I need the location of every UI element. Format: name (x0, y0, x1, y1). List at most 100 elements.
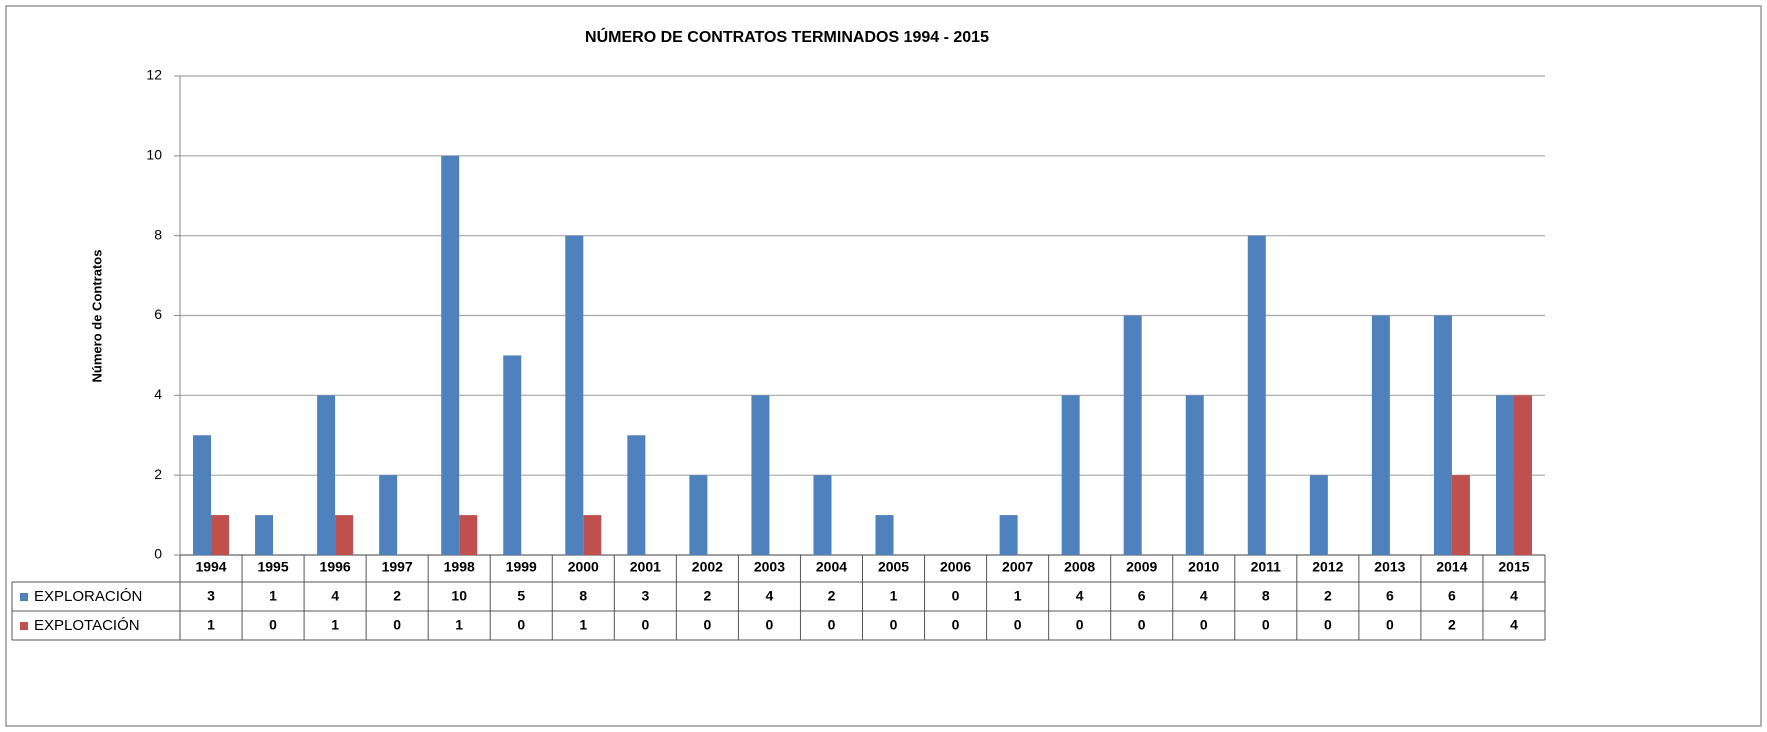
table-value: 1 (455, 617, 463, 633)
x-tick-label: 1998 (444, 559, 475, 575)
table-value: 0 (766, 617, 774, 633)
table-value: 0 (1262, 617, 1270, 633)
table-value: 0 (828, 617, 836, 633)
table-value: 4 (1510, 617, 1518, 633)
x-tick-label: 1996 (320, 559, 351, 575)
bar (1247, 235, 1266, 555)
bar (1123, 315, 1142, 555)
legend-swatch (20, 593, 28, 601)
x-tick-label: 2006 (940, 559, 971, 575)
bar (1309, 475, 1328, 555)
bar (1451, 475, 1470, 555)
table-value: 5 (517, 588, 525, 604)
table-value: 8 (579, 588, 587, 604)
bar (813, 475, 832, 555)
table-value: 0 (1138, 617, 1146, 633)
x-tick-label: 2013 (1374, 559, 1405, 575)
x-tick-label: 2000 (568, 559, 599, 575)
table-value: 0 (952, 588, 960, 604)
bar (999, 515, 1018, 555)
table-value: 0 (269, 617, 277, 633)
table-value: 3 (641, 588, 649, 604)
bar (1513, 395, 1532, 555)
table-value: 3 (207, 588, 215, 604)
y-tick-label: 6 (154, 306, 162, 322)
bar (875, 515, 894, 555)
table-value: 4 (766, 588, 774, 604)
bar (459, 515, 478, 555)
x-tick-label: 2008 (1064, 559, 1095, 575)
x-tick-label: 1995 (257, 559, 288, 575)
table-value: 1 (331, 617, 339, 633)
table-value: 0 (1014, 617, 1022, 633)
bar (565, 235, 584, 555)
bar (441, 155, 460, 556)
table-value: 0 (393, 617, 401, 633)
chart-title: NÚMERO DE CONTRATOS TERMINADOS 1994 - 20… (585, 27, 989, 46)
table-value: 1 (890, 588, 898, 604)
table-value: 4 (1076, 588, 1084, 604)
x-tick-label: 2012 (1312, 559, 1343, 575)
x-tick-label: 1997 (382, 559, 413, 575)
y-tick-label: 8 (154, 226, 162, 242)
x-tick-label: 2009 (1126, 559, 1157, 575)
bar (1185, 395, 1204, 555)
legend-swatch (20, 622, 28, 630)
table-value: 1 (269, 588, 277, 604)
x-tick-label: 2001 (630, 559, 661, 575)
bar (379, 475, 398, 555)
table-value: 0 (703, 617, 711, 633)
bar (1495, 395, 1514, 555)
legend-label: EXPLOTACIÓN (34, 617, 140, 634)
bar (503, 355, 522, 555)
table-value: 0 (1200, 617, 1208, 633)
table-value: 1 (1014, 588, 1022, 604)
table-value: 4 (331, 588, 339, 604)
table-value: 0 (1386, 617, 1394, 633)
x-tick-label: 1994 (195, 559, 226, 575)
table-value: 6 (1138, 588, 1146, 604)
table-value: 2 (1324, 588, 1332, 604)
table-value: 2 (393, 588, 401, 604)
bar (255, 515, 274, 555)
table-value: 0 (517, 617, 525, 633)
table-value: 4 (1510, 588, 1518, 604)
table-value: 0 (890, 617, 898, 633)
x-tick-label: 2002 (692, 559, 723, 575)
x-tick-label: 2004 (816, 559, 847, 575)
bar (627, 435, 646, 555)
table-value: 1 (579, 617, 587, 633)
y-tick-label: 4 (154, 386, 162, 402)
table-value: 4 (1200, 588, 1208, 604)
bar (211, 515, 230, 555)
table-value: 10 (451, 588, 467, 604)
x-tick-label: 2010 (1188, 559, 1219, 575)
bar (193, 435, 212, 555)
bar (751, 395, 770, 555)
table-value: 0 (952, 617, 960, 633)
bar (335, 515, 354, 555)
x-tick-label: 2005 (878, 559, 909, 575)
table-value: 6 (1448, 588, 1456, 604)
table-value: 6 (1386, 588, 1394, 604)
x-tick-label: 2007 (1002, 559, 1033, 575)
y-tick-label: 2 (154, 466, 162, 482)
table-value: 2 (1448, 617, 1456, 633)
table-value: 2 (828, 588, 836, 604)
table-value: 1 (207, 617, 215, 633)
x-tick-label: 1999 (506, 559, 537, 575)
x-tick-label: 2011 (1251, 559, 1282, 575)
table-value: 0 (641, 617, 649, 633)
bar (1433, 315, 1452, 555)
y-tick-label: 0 (154, 546, 162, 562)
bar (317, 395, 336, 555)
y-axis-label: Número de Contratos (89, 250, 104, 383)
x-tick-label: 2015 (1498, 559, 1529, 575)
bar (1371, 315, 1390, 555)
y-tick-label: 10 (146, 147, 162, 163)
x-tick-label: 2014 (1436, 559, 1467, 575)
table-value: 0 (1324, 617, 1332, 633)
bar (689, 475, 708, 555)
bar (1061, 395, 1080, 555)
